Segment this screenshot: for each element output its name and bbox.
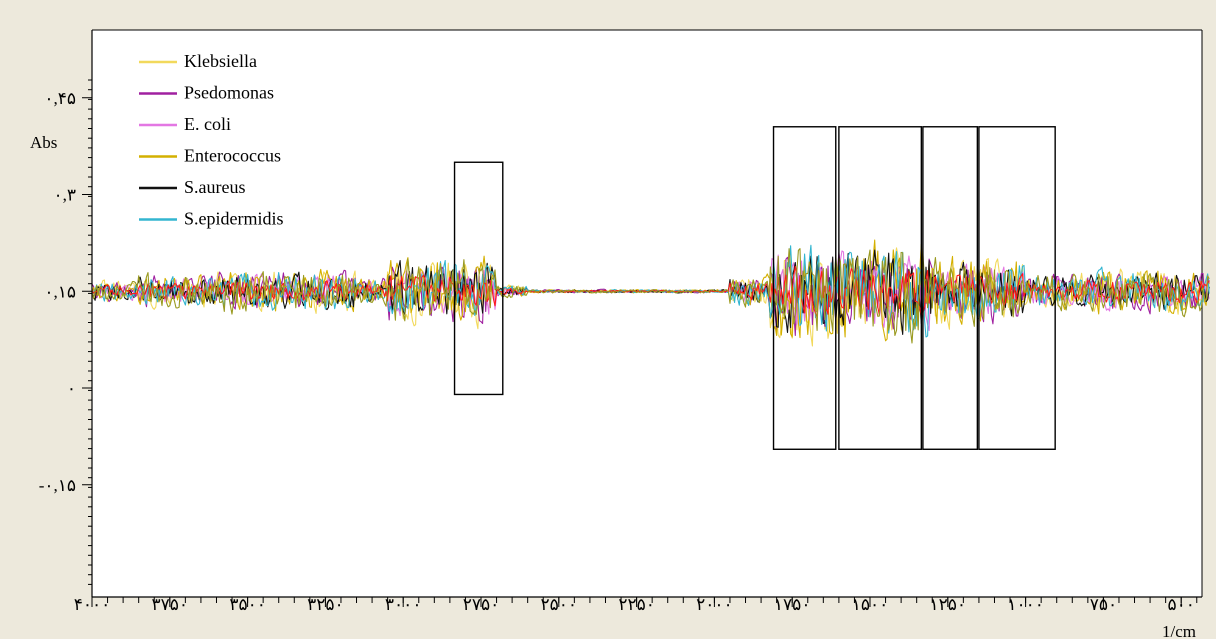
x-tick-label: ۲۷۵۰: [463, 595, 500, 614]
legend-label: S.aureus: [184, 177, 246, 197]
region-box: [772, 126, 837, 450]
x-tick-label: ۳۵۰۰: [229, 595, 266, 614]
y-axis-title: Abs: [30, 133, 57, 152]
x-tick-label: ۲۰۰۰: [696, 595, 733, 614]
legend-label: Psedomonas: [184, 83, 274, 103]
x-tick-label: ۷۵۰: [1090, 595, 1117, 614]
legend-label: S.epidermidis: [184, 209, 284, 229]
region-box: [453, 161, 504, 396]
x-tick-label: ۳۷۵۰: [152, 595, 189, 614]
x-tick-label: ۱۲۵۰: [930, 595, 967, 614]
y-axis: ۰,۴۵ ۰,۳ ۰,۱۵ ۰ -۰,۱۵: [39, 79, 92, 585]
x-tick-label: ۳۲۵۰: [307, 595, 344, 614]
spectral-traces: [91, 239, 1210, 347]
x-tick-label: ۱۰۰۰: [1007, 595, 1044, 614]
legend-label: Enterococcus: [184, 146, 281, 166]
x-axis: ۴۰۰۰ ۳۷۵۰ ۳۵۰۰ ۳۲۵۰ ۳۰۰۰ ۲۷۵۰ ۲۵۰۰ ۲۲۵۰ ۲۰۰۰ ۱۷۵۰…: [74, 595, 1198, 614]
y-tick-label: ۰: [67, 379, 76, 398]
x-tick-label: ۱۵۰۰: [852, 595, 889, 614]
legend-label: E. coli: [184, 114, 231, 134]
legend: Klebsiella Psedomonas E. coli Enterococcus S…: [125, 42, 325, 242]
y-tick-label: ۰,۴۵: [44, 89, 76, 108]
series-line: [91, 248, 1210, 344]
x-tick-label: ۲۲۵۰: [618, 595, 655, 614]
y-tick-label: -۰,۱۵: [39, 476, 76, 495]
region-box: [838, 126, 923, 450]
region-box: [922, 126, 979, 450]
x-tick-label: ۴۰۰۰: [74, 595, 111, 614]
region-box: [978, 126, 1056, 450]
x-tick-label: ۵۰۰: [1167, 595, 1194, 614]
y-tick-label: ۰,۳: [53, 186, 76, 205]
legend-background: [125, 42, 325, 242]
x-tick-label: ۳۰۰۰: [385, 595, 422, 614]
x-tick-label: ۱۷۵۰: [774, 595, 811, 614]
region-boxes: [453, 126, 1056, 450]
y-tick-label: ۰,۱۵: [44, 282, 76, 301]
x-tick-label: ۲۵۰۰: [541, 595, 578, 614]
legend-label: Klebsiella: [184, 51, 257, 71]
x-axis-title: 1/cm: [1162, 622, 1196, 639]
